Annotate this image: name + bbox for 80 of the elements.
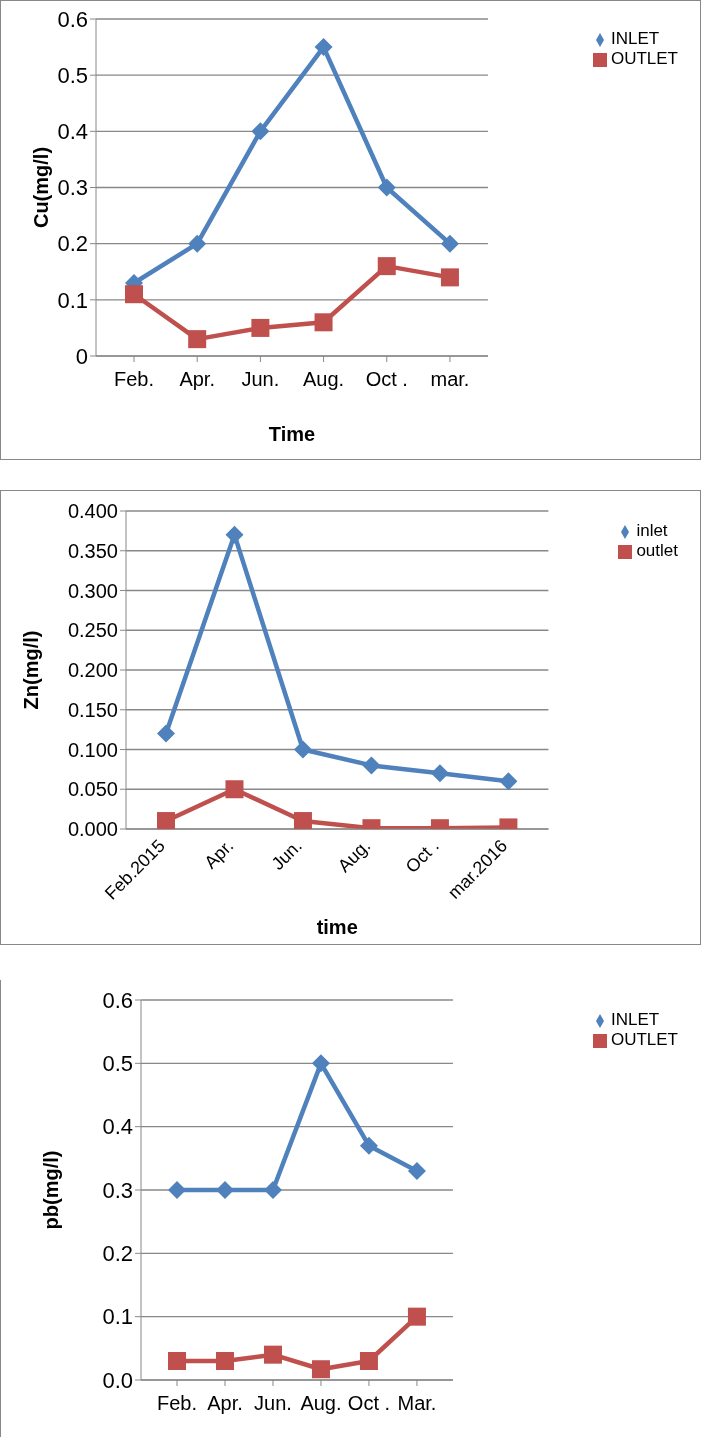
x-tick-label: Apr. [179,368,215,390]
y-tick-label: 0.6 [102,987,133,1013]
x-tick-label: Aug. [302,368,345,390]
point [377,257,396,276]
y-tick-label: 0.200 [67,659,118,682]
point [314,38,333,57]
point [359,1352,378,1370]
point [225,525,244,544]
y-tick-label: 0.2 [57,231,88,257]
point [168,1181,186,1199]
x-tick-label: Aug. [333,835,375,877]
x-tick-label: mar. [430,368,470,390]
x-tick-label: Apr. [200,835,238,873]
x-tick-label: Jun. [267,835,306,874]
y-tick-label: 0.2 [102,1241,133,1267]
y-tick-label: 0.000 [67,818,118,841]
point [362,756,381,775]
x-tick-label: Jun. [254,1392,292,1414]
legend-label: OUTLET [610,1030,678,1049]
point [293,812,312,829]
y-tick-label: 0.150 [67,698,118,721]
y-tick-label: 0.6 [57,6,88,32]
x-tick-label: Aug. [300,1392,342,1414]
x-tick-label: Apr. [207,1392,243,1414]
point [188,234,207,253]
y-tick-label: 0.300 [67,579,118,602]
x-axis-title: time [316,916,358,938]
point [499,772,518,791]
point [440,268,459,287]
x-tick-label: Feb. [156,1392,198,1414]
point [157,812,175,829]
point [125,285,143,304]
x-tick-label: Oct . [365,368,408,390]
point [188,330,207,349]
y-tick-label: 0.3 [102,1177,133,1203]
point [293,740,312,759]
y-tick-label: 0.5 [102,1051,133,1077]
point [314,313,333,332]
point [251,122,270,141]
y-axis-title: pb(mg/l) [40,1150,63,1230]
point [311,1054,330,1073]
point [225,780,244,799]
y-tick-label: 0.0 [102,1367,133,1393]
point [215,1352,234,1370]
y-tick-label: 0.100 [67,738,118,761]
x-axis-title: Time [268,423,316,445]
y-tick-label: 0.050 [67,778,118,801]
legend-label: outlet [636,541,678,560]
y-tick-label: 0 [75,343,88,369]
y-axis-title: Cu(mg/l) [30,146,53,229]
point [377,178,396,197]
point [157,724,175,743]
legend-label: inlet [636,521,668,540]
legend-label: INLET [610,1010,660,1029]
legend-label: INLET [610,29,660,48]
point [251,318,270,337]
y-tick-label: 0.1 [57,287,88,313]
y-tick-label: 0.3 [57,175,88,201]
x-tick-label: Oct . [401,835,443,877]
point [311,1360,330,1379]
y-tick-label: 0.350 [67,539,118,562]
y-tick-label: 0.250 [67,619,118,642]
y-tick-label: 0.5 [57,62,88,88]
point [359,1136,378,1155]
point [407,1307,426,1326]
y-tick-label: 0.4 [102,1114,133,1140]
x-tick-label: Feb. [113,368,155,390]
point [168,1352,186,1370]
point [430,764,449,783]
point [263,1345,282,1364]
y-tick-label: 0.4 [57,119,88,145]
legend-label: OUTLET [610,49,678,68]
x-tick-label: Jun. [241,368,280,390]
x-tick-label: Oct . [347,1392,391,1414]
x-tick-label: Mar. [397,1392,437,1414]
y-tick-label: 0.1 [102,1304,133,1330]
y-tick-label: 0.400 [67,500,118,523]
y-axis-title: Zn(mg/l) [20,630,43,710]
point [440,234,459,253]
point [407,1162,426,1180]
